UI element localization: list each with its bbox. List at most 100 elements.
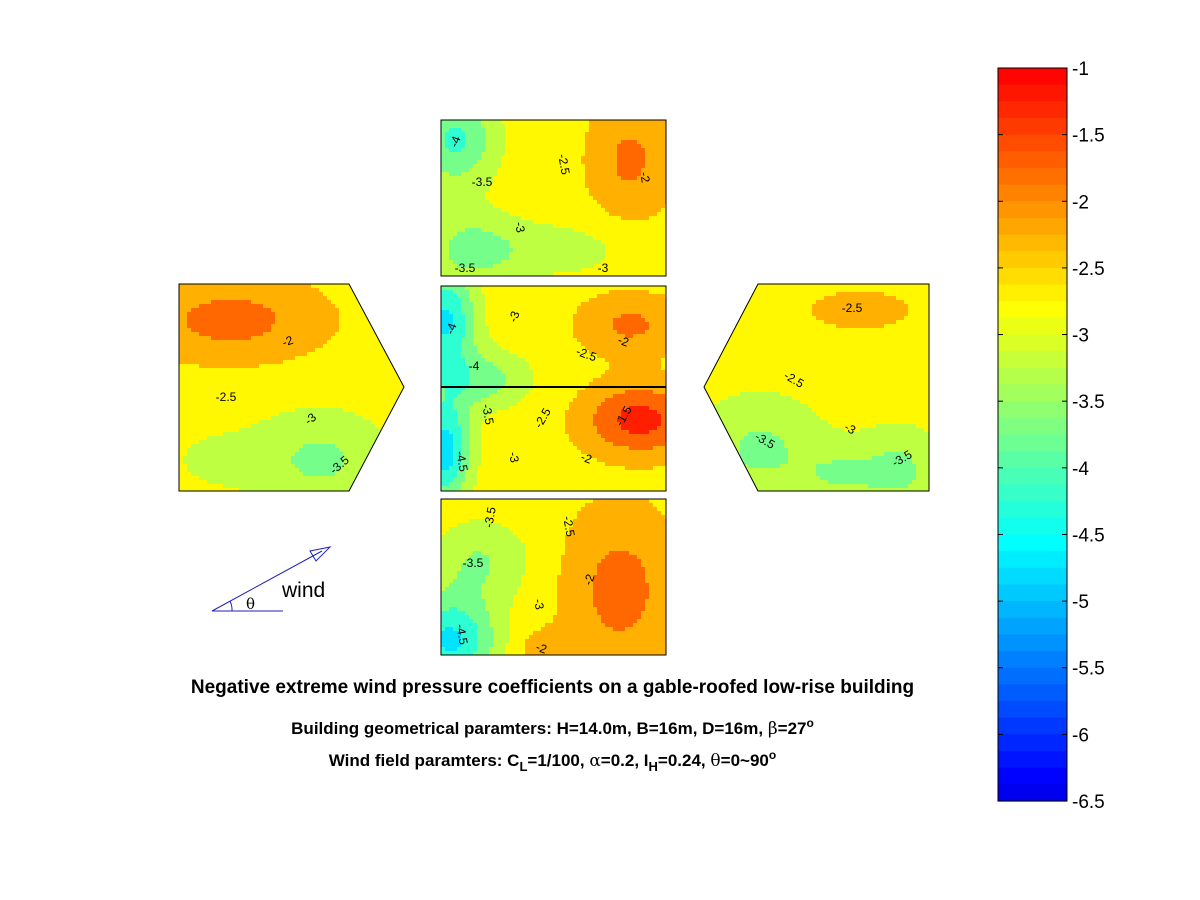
contour-cell	[191, 464, 196, 469]
contour-cell	[449, 132, 454, 137]
contour-cell	[327, 352, 332, 357]
contour-cell	[581, 244, 586, 249]
contour-cell	[505, 220, 510, 225]
contour-cell	[541, 140, 546, 145]
contour-cell	[307, 464, 312, 469]
contour-cell	[271, 468, 276, 473]
contour-cell	[387, 452, 392, 457]
contour-cell	[291, 400, 296, 405]
contour-cell	[235, 344, 240, 349]
contour-cell	[585, 196, 590, 201]
contour-cell	[259, 324, 264, 329]
contour-cell	[263, 288, 268, 293]
contour-cell	[383, 356, 388, 361]
contour-cell	[367, 296, 372, 301]
contour-cell	[477, 124, 482, 129]
contour-cell	[351, 332, 356, 337]
contour-cell	[323, 336, 328, 341]
contour-cell	[457, 140, 462, 145]
contour-cell	[375, 292, 380, 297]
contour-cell	[395, 424, 400, 429]
contour-cell	[485, 256, 490, 261]
contour-cell	[581, 256, 586, 261]
contour-cell	[541, 120, 546, 125]
contour-cell	[541, 136, 546, 141]
contour-cell	[477, 200, 482, 205]
contour-cell	[399, 284, 404, 289]
contour-cell	[525, 220, 530, 225]
contour-cell	[207, 348, 212, 353]
contour-cell	[661, 212, 666, 217]
contour-cell	[525, 236, 530, 241]
contour-cell	[481, 272, 486, 276]
contour-cell	[617, 212, 622, 217]
contour-cell	[311, 464, 316, 469]
contour-cell	[469, 140, 474, 145]
contour-cell	[255, 320, 260, 325]
contour-cell	[609, 184, 614, 189]
contour-cell	[533, 244, 538, 249]
contour-cell	[469, 172, 474, 177]
contour-cell	[323, 304, 328, 309]
contour-cell	[235, 468, 240, 473]
contour-cell	[315, 284, 320, 289]
contour-cell	[395, 448, 400, 453]
contour-cell	[541, 240, 546, 245]
contour-cell	[609, 164, 614, 169]
contour-cell	[283, 308, 288, 313]
contour-cell	[267, 456, 272, 461]
contour-cell	[271, 364, 276, 369]
contour-cell	[445, 176, 450, 181]
contour-cell	[227, 340, 232, 345]
contour-cell	[331, 344, 336, 349]
contour-cell	[255, 436, 260, 441]
contour-cell	[367, 380, 372, 385]
contour-cell	[573, 204, 578, 209]
contour-cell	[303, 416, 308, 421]
contour-cell	[573, 232, 578, 237]
contour-cell	[601, 168, 606, 173]
contour-cell	[609, 180, 614, 185]
contour-cell	[589, 228, 594, 233]
contour-cell	[263, 352, 268, 357]
contour-cell	[203, 296, 208, 301]
contour-cell	[441, 128, 446, 133]
contour-cell	[489, 228, 494, 233]
contour-cell	[593, 256, 598, 261]
contour-cell	[477, 156, 482, 161]
contour-cell	[267, 300, 272, 305]
contour-cell	[561, 232, 566, 237]
contour-cell	[251, 288, 256, 293]
contour-cell	[347, 384, 352, 389]
contour-cell	[485, 148, 490, 153]
contour-cell	[387, 472, 392, 477]
contour-cell	[477, 164, 482, 169]
contour-cell	[477, 212, 482, 217]
contour-cell	[557, 164, 562, 169]
contour-cell	[557, 256, 562, 261]
contour-cell	[541, 200, 546, 205]
contour-cell	[295, 396, 300, 401]
contour-cell	[465, 120, 470, 125]
contour-cell	[395, 376, 400, 381]
contour-cell	[625, 172, 630, 177]
contour-cell	[319, 392, 324, 397]
contour-cell	[275, 416, 280, 421]
contour-cell	[485, 140, 490, 145]
contour-cell	[565, 156, 570, 161]
contour-cell	[219, 288, 224, 293]
contour-cell	[271, 316, 276, 321]
contour-cell	[271, 300, 276, 305]
contour-cell	[645, 120, 650, 125]
contour-cell	[359, 436, 364, 441]
contour-cell	[307, 376, 312, 381]
contour-cell	[207, 320, 212, 325]
contour-cell	[187, 456, 192, 461]
contour-cell	[215, 336, 220, 341]
contour-cell	[311, 416, 316, 421]
contour-cell	[557, 252, 562, 257]
contour-cell	[533, 248, 538, 253]
contour-cell	[501, 264, 506, 269]
contour-cell	[207, 452, 212, 457]
contour-cell	[403, 344, 404, 349]
